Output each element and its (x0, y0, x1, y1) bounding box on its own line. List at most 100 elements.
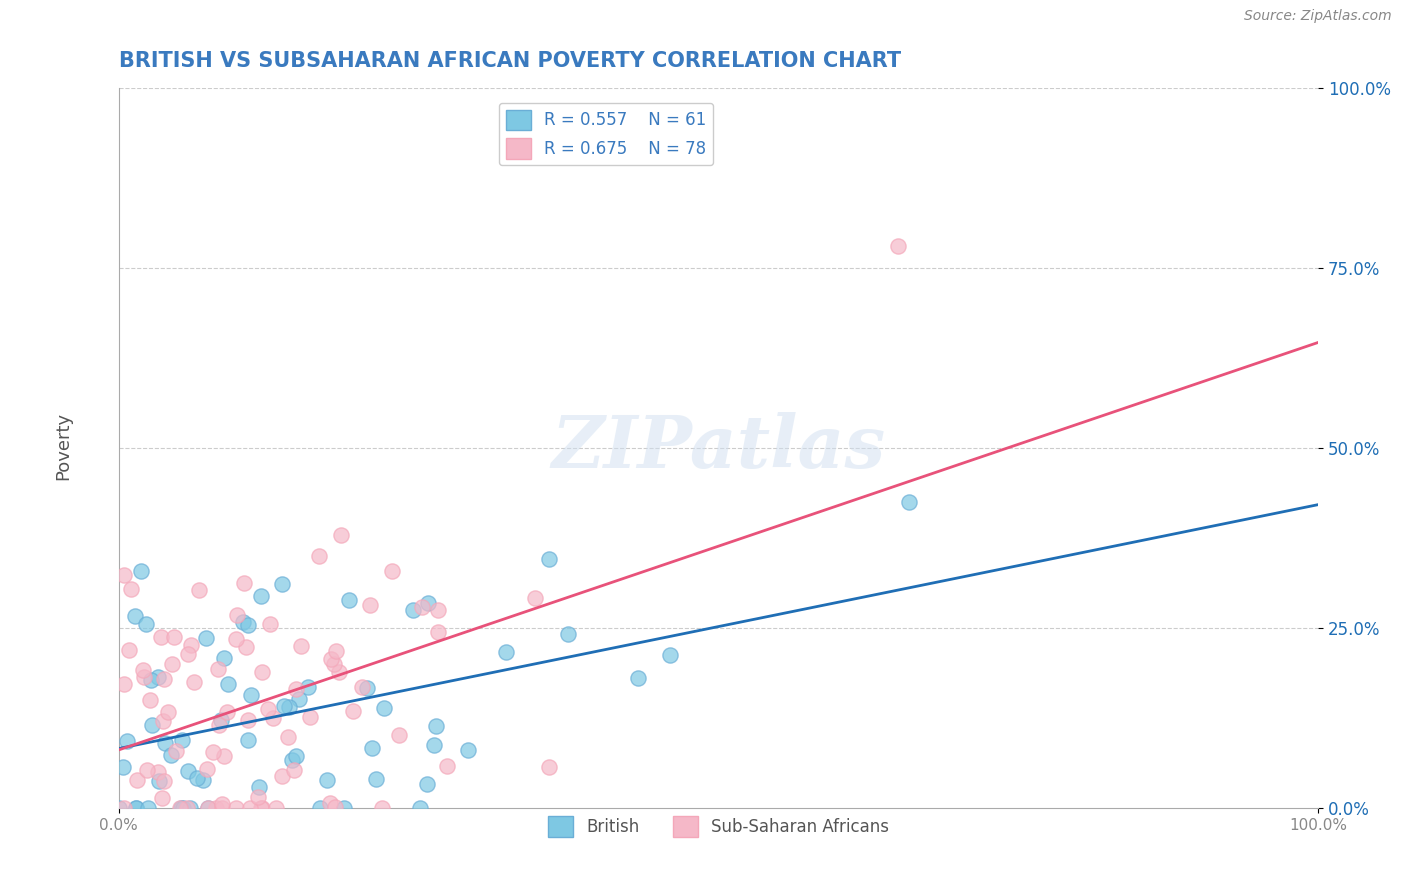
Sub-Saharan Africans (132, 664, 155, 678)
British (197, 801, 219, 815)
Sub-Saharan Africans (163, 630, 186, 644)
British (108, 801, 131, 815)
Sub-Saharan Africans (236, 713, 259, 727)
British (124, 608, 146, 623)
British (425, 719, 447, 733)
British (153, 735, 176, 749)
British (179, 801, 201, 815)
Sub-Saharan Africans (212, 749, 235, 764)
British (125, 801, 148, 815)
Sub-Saharan Africans (118, 643, 141, 657)
British (627, 671, 650, 685)
Sub-Saharan Africans (169, 801, 191, 815)
British (457, 743, 479, 757)
British (117, 734, 139, 748)
British (333, 801, 356, 815)
British (415, 776, 437, 790)
Sub-Saharan Africans (183, 674, 205, 689)
British (373, 701, 395, 715)
Sub-Saharan Africans (329, 528, 352, 542)
Sub-Saharan Africans (211, 801, 233, 815)
British (238, 618, 260, 632)
Text: BRITISH VS SUBSAHARAN AFRICAN POVERTY CORRELATION CHART: BRITISH VS SUBSAHARAN AFRICAN POVERTY CO… (118, 51, 901, 70)
Sub-Saharan Africans (319, 796, 342, 810)
Sub-Saharan Africans (165, 744, 187, 758)
Sub-Saharan Africans (208, 718, 231, 732)
British (141, 673, 163, 687)
Sub-Saharan Africans (125, 772, 148, 787)
Sub-Saharan Africans (176, 647, 198, 661)
Sub-Saharan Africans (215, 705, 238, 719)
Sub-Saharan Africans (152, 774, 174, 789)
British (284, 749, 307, 764)
British (297, 680, 319, 694)
Sub-Saharan Africans (197, 801, 219, 815)
Sub-Saharan Africans (139, 693, 162, 707)
Sub-Saharan Africans (359, 599, 381, 613)
Sub-Saharan Africans (388, 728, 411, 742)
British (356, 681, 378, 696)
British (315, 772, 337, 787)
Sub-Saharan Africans (427, 624, 450, 639)
Sub-Saharan Africans (162, 657, 184, 671)
British (422, 738, 444, 752)
Sub-Saharan Africans (257, 702, 280, 716)
Sub-Saharan Africans (259, 617, 281, 632)
Sub-Saharan Africans (187, 583, 209, 598)
British (141, 718, 163, 732)
Sub-Saharan Africans (271, 770, 294, 784)
British (236, 732, 259, 747)
British (557, 626, 579, 640)
British (364, 772, 387, 786)
Sub-Saharan Africans (252, 801, 274, 815)
Sub-Saharan Africans (153, 672, 176, 686)
Sub-Saharan Africans (211, 797, 233, 812)
Sub-Saharan Africans (247, 789, 270, 804)
British (159, 748, 181, 763)
Sub-Saharan Africans (887, 239, 910, 253)
Sub-Saharan Africans (262, 711, 284, 725)
Sub-Saharan Africans (205, 801, 228, 815)
Sub-Saharan Africans (120, 582, 142, 596)
Sub-Saharan Africans (207, 662, 229, 676)
Sub-Saharan Africans (308, 549, 330, 564)
Sub-Saharan Africans (352, 680, 374, 694)
Sub-Saharan Africans (524, 591, 547, 605)
British (125, 801, 148, 815)
Sub-Saharan Africans (264, 801, 287, 815)
Sub-Saharan Africans (112, 677, 135, 691)
British (273, 698, 295, 713)
British (278, 699, 301, 714)
Sub-Saharan Africans (277, 730, 299, 744)
British (217, 677, 239, 691)
British (250, 589, 273, 603)
Text: ZIPatlas: ZIPatlas (551, 412, 886, 483)
Sub-Saharan Africans (146, 765, 169, 780)
British (240, 688, 263, 702)
British (309, 801, 332, 815)
British (249, 780, 271, 794)
Sub-Saharan Africans (235, 640, 257, 654)
Sub-Saharan Africans (233, 575, 256, 590)
Sub-Saharan Africans (538, 760, 561, 774)
British (271, 577, 294, 591)
Sub-Saharan Africans (132, 670, 155, 684)
Sub-Saharan Africans (290, 639, 312, 653)
Sub-Saharan Africans (323, 800, 346, 814)
British (402, 603, 425, 617)
British (659, 648, 682, 663)
British (136, 801, 159, 815)
Sub-Saharan Africans (371, 801, 394, 815)
Sub-Saharan Africans (157, 705, 180, 719)
British (135, 617, 157, 632)
British (194, 631, 217, 645)
Sub-Saharan Africans (328, 665, 350, 679)
British (495, 645, 517, 659)
British (177, 764, 200, 778)
Sub-Saharan Africans (152, 714, 174, 729)
British (111, 760, 134, 774)
British (288, 691, 311, 706)
British (409, 801, 432, 815)
British (170, 801, 193, 815)
Sub-Saharan Africans (325, 644, 347, 658)
